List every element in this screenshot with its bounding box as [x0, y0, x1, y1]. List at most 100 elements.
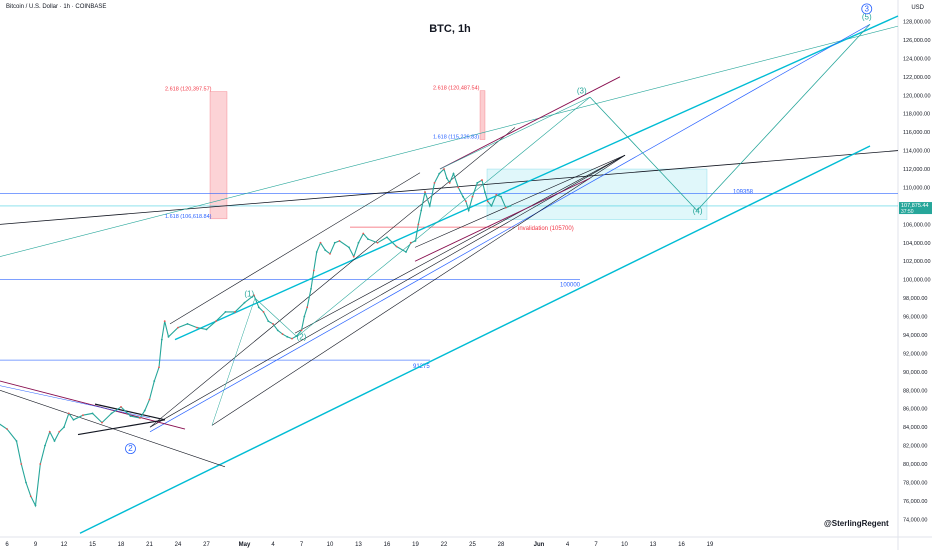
price-point-35 — [234, 311, 236, 313]
trend-line-4 — [149, 23, 871, 433]
price-point-41 — [272, 323, 274, 325]
price-point-56 — [333, 241, 336, 244]
price-point-55 — [329, 252, 331, 255]
price-point-73 — [433, 181, 436, 184]
price-point-62 — [367, 238, 369, 240]
price-point-69 — [417, 223, 420, 226]
symbol-line: Bitcoin / U.S. Dollar · 1h · COINBASE — [6, 4, 107, 10]
y-tick-label-5: 84,000.00 — [903, 425, 927, 431]
price-point-70 — [420, 209, 423, 212]
price-point-13 — [67, 412, 70, 415]
trend-line-21 — [296, 96, 591, 338]
fib-label-3: 1.618 (115,226.83) — [433, 135, 479, 141]
price-point-92 — [509, 205, 512, 207]
price-point-87 — [486, 200, 489, 203]
wave-label-2: (3) — [577, 86, 587, 95]
price-point-67 — [409, 241, 412, 244]
trend-line-18 — [589, 96, 698, 211]
x-tick-label-11: 10 — [327, 542, 334, 548]
price-point-60 — [357, 241, 360, 244]
price-point-30 — [186, 323, 189, 325]
price-point-6 — [34, 504, 37, 507]
y-tick-label-20: 114,000.00 — [903, 149, 930, 155]
trend-line-16 — [77, 419, 166, 436]
y-tick-label-1: 76,000.00 — [903, 499, 927, 505]
trend-line-3 — [79, 145, 871, 534]
trend-line-17 — [0, 385, 151, 419]
currency-label: USD — [911, 5, 924, 11]
x-tick-label-13: 16 — [384, 542, 391, 548]
fib-label-0: 2.618 (120,397.57) — [165, 87, 212, 93]
trend-line-12 — [414, 177, 591, 262]
y-tick-label-25: 124,000.00 — [903, 56, 931, 62]
price-point-52 — [315, 251, 318, 253]
y-tick-label-2: 78,000.00 — [903, 481, 927, 487]
y-tick-label-24: 122,000.00 — [903, 75, 931, 81]
level-label-0: 109358 — [733, 189, 754, 195]
price-point-34 — [224, 311, 227, 313]
price-point-7 — [39, 463, 42, 465]
price-point-85 — [481, 179, 483, 181]
trend-line-23 — [439, 96, 591, 170]
price-point-47 — [300, 329, 303, 332]
y-tick-label-4: 82,000.00 — [903, 444, 927, 450]
y-tick-label-15: 104,000.00 — [903, 241, 931, 247]
price-point-61 — [362, 232, 365, 235]
price-point-14 — [72, 418, 75, 421]
price-point-49 — [306, 306, 309, 309]
trend-line-0 — [0, 150, 899, 225]
price-point-27 — [163, 320, 166, 323]
price-point-53 — [319, 241, 322, 244]
price-point-9 — [48, 430, 51, 433]
price-point-17 — [101, 421, 103, 424]
y-tick-label-16: 106,000.00 — [903, 222, 931, 228]
price-point-3 — [20, 463, 23, 465]
trend-line-19 — [696, 23, 871, 211]
price-point-65 — [395, 245, 398, 248]
trend-line-11 — [439, 76, 621, 170]
trend-line-8 — [211, 154, 626, 426]
x-tick-label-2: 12 — [61, 542, 68, 548]
fib-box-right — [479, 90, 486, 140]
watermark: @SterlingRegent — [824, 519, 889, 528]
wave-label-6: 2 — [128, 444, 133, 453]
trend-line-6 — [149, 127, 516, 428]
price-point-79 — [457, 186, 460, 189]
x-tick-label-15: 22 — [441, 542, 448, 548]
x-tick-label-8: May — [239, 542, 251, 548]
price-point-32 — [205, 328, 208, 331]
price-point-75 — [443, 168, 445, 170]
price-point-38 — [257, 306, 260, 309]
y-tick-label-19: 112,000.00 — [903, 167, 930, 173]
price-point-40 — [267, 320, 270, 323]
price-point-51 — [312, 269, 315, 272]
x-tick-label-20: 7 — [594, 542, 598, 548]
y-tick-label-8: 90,000.00 — [903, 370, 927, 376]
x-tick-label-23: 16 — [678, 542, 685, 548]
level-label-1: 100000 — [560, 283, 581, 289]
trend-line-1 — [0, 25, 899, 257]
y-tick-label-13: 100,000.00 — [903, 278, 931, 284]
price-point-63 — [376, 241, 379, 244]
price-point-31 — [196, 326, 198, 329]
wave-label-4: (5) — [862, 13, 872, 22]
trend-line-22 — [211, 298, 256, 426]
x-tick-label-12: 13 — [355, 542, 362, 548]
y-tick-label-6: 86,000.00 — [903, 407, 927, 413]
price-point-22 — [143, 409, 146, 412]
wave-label-1: (2) — [297, 333, 307, 342]
fib-label-2: 2.618 (120,487.54) — [433, 86, 480, 92]
price-point-23 — [148, 398, 151, 401]
y-tick-label-23: 120,000.00 — [903, 93, 931, 99]
consolidation-zone — [486, 168, 708, 220]
price-point-10 — [53, 440, 56, 442]
x-tick-label-21: 10 — [621, 542, 628, 548]
price-point-43 — [281, 333, 284, 335]
price-point-8 — [44, 444, 46, 447]
price-point-59 — [352, 255, 355, 258]
price-point-86 — [483, 191, 486, 193]
trend-line-7 — [149, 154, 626, 428]
x-tick-label-7: 27 — [203, 542, 210, 548]
